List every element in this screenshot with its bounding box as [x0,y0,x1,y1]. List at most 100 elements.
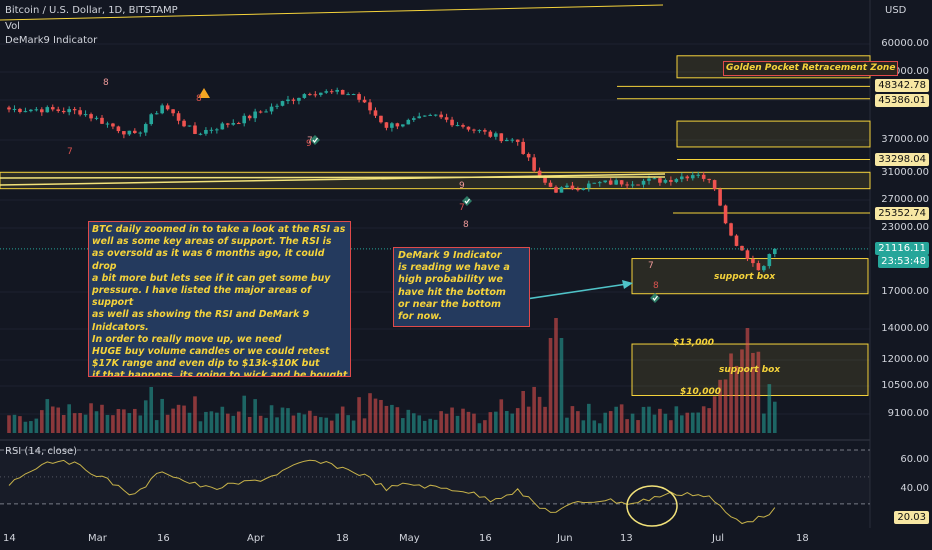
volume-bar [368,393,372,433]
price-tick: 23000.00 [881,222,929,233]
volume-bar [701,406,706,433]
volume-bar [428,418,432,433]
volume-bar [690,412,695,433]
candle-body [663,180,668,183]
candle-body [297,97,301,101]
volume-bar [23,421,28,433]
candle-body [450,119,454,126]
price-tick: 10500.00 [881,380,929,391]
candle-body [499,133,504,142]
time-tick: 13 [620,533,633,544]
volume-bar [373,398,378,433]
price-tick: 14000.00 [881,323,929,334]
candle-body [182,120,186,127]
candle-body [116,126,121,132]
chart-title: Bitcoin / U.S. Dollar, 1D, BITSTAMP [5,5,178,16]
volume-bar [340,406,345,433]
rsi-tick: 40.00 [900,483,929,494]
candle-body [160,105,164,114]
candle-body [740,245,744,251]
level-10k-label: $10,000 [680,387,721,397]
candle-body [641,180,646,185]
volume-bar [745,328,750,433]
time-tick: Jul [712,533,725,544]
volume-bar [89,403,93,433]
candle-body [220,123,225,130]
volume-bar [187,412,192,433]
candle-body [242,115,247,124]
level-13k-label: $13,000 [673,338,714,348]
td-count-label: 7 [67,147,73,157]
candle-body [154,113,159,115]
td-count-label: 8 [653,281,659,291]
candle-body [433,114,438,116]
volume-bar [12,414,17,433]
volume-bar [663,413,668,433]
candle-body [510,139,515,141]
volume-bar [100,404,104,433]
candle-body [718,189,722,206]
candle-body [83,114,88,116]
candle-body [149,114,154,125]
candle-body [630,184,635,186]
volume-bar [740,349,744,433]
candle-body [751,259,755,264]
volume-bar [122,409,126,433]
volume-bar [494,411,498,433]
volume-bar [450,407,454,433]
candle-body [406,119,411,125]
volume-bar [548,338,553,433]
volume-bar [773,401,777,433]
volume-bar [182,405,186,433]
candle-body [504,139,509,142]
price-tick: 60000.00 [881,38,929,49]
volume-bar [767,384,772,433]
candle-body [127,130,132,135]
td-count-label: 7 [307,136,313,146]
check-mark [464,198,470,204]
candle-body [269,106,274,112]
volume-bar [83,414,88,433]
volume-bar [390,404,394,433]
candle-body [308,94,312,96]
candle-body [67,109,71,113]
candle-body [526,153,531,158]
candle-body [696,174,701,176]
support-box-label: support box [714,272,776,282]
demark-label: DeMark9 Indicator [5,35,98,46]
price-tag-25352: 25352.74 [875,207,929,220]
volume-bars [7,318,777,433]
volume-bar [318,417,323,433]
candle-body [275,105,279,107]
candle-body [7,107,11,110]
volume-bar [138,415,143,433]
volume-bar [7,415,11,433]
candle-body [587,183,591,189]
volume-bar [543,406,547,433]
volume-bar [220,406,225,433]
td-count-label: 7 [648,261,654,271]
candle-body [543,177,547,183]
candle-body [78,110,82,115]
candle-body [685,176,690,179]
candle-body [712,180,717,190]
candle-body [357,94,361,100]
volume-bar [439,411,443,433]
arrow-head [622,280,633,289]
time-tick: May [399,533,420,544]
candle-body [488,131,493,137]
volume-bar [406,409,411,433]
volume-bar [592,420,597,433]
volume-bar [176,404,181,433]
volume-bar [72,413,77,433]
volume-bar [537,396,542,433]
candle-body [373,110,378,116]
candle-body [18,108,22,113]
check-mark [652,295,658,301]
volume-bar [133,408,137,433]
volume-bar [351,420,356,433]
price-tick: 17000.00 [881,286,929,297]
volume-bar [264,417,268,433]
candle-body [745,250,750,260]
candle-body [258,111,263,113]
